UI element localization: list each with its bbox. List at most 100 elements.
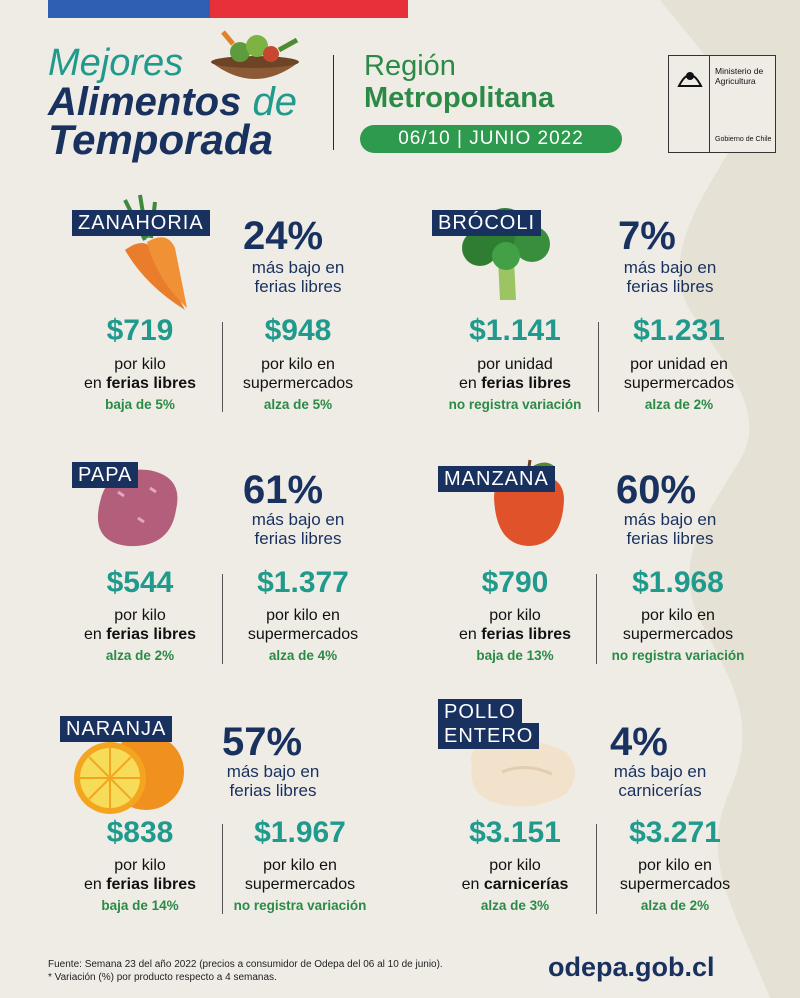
unit-feria: por kilo en ferias libres bbox=[70, 355, 210, 393]
price-super: $1.231 bbox=[633, 314, 725, 347]
region-name: Metropolitana bbox=[364, 82, 555, 114]
change-super: alza de 2% bbox=[644, 397, 714, 412]
unit-line2: en ferias libres bbox=[440, 374, 590, 393]
unit-prefix: en bbox=[458, 626, 482, 643]
footer-note: * Variación (%) por producto respecto a … bbox=[48, 972, 277, 983]
unit-place: ferias libres bbox=[481, 375, 572, 392]
unit-line2: supermercados bbox=[623, 375, 735, 392]
unit-super: por kilo en supermercados bbox=[600, 606, 756, 644]
discount-desc-line1: más bajo en bbox=[613, 762, 707, 781]
unit-line2: supermercados bbox=[622, 626, 734, 643]
unit-place: ferias libres bbox=[106, 375, 197, 392]
unit-feria: por kilo en carnicerías bbox=[440, 856, 590, 894]
price-super: $948 bbox=[264, 314, 332, 347]
date-pill: 06/10 | JUNIO 2022 bbox=[360, 125, 622, 153]
discount-desc-line1: más bajo en bbox=[251, 510, 345, 529]
change-super: alza de 5% bbox=[263, 397, 333, 412]
unit-line2: en carnicerías bbox=[440, 875, 590, 894]
background-shape bbox=[660, 0, 800, 998]
product-label-pollo-line1: POLLO bbox=[438, 699, 522, 725]
change-feria: baja de 14% bbox=[101, 898, 179, 913]
title-alimentos: Alimentos bbox=[48, 80, 242, 124]
change-super: no registra variación bbox=[233, 898, 367, 913]
title-line1: Mejores bbox=[48, 42, 184, 84]
discount-desc: más bajo en ferias libres bbox=[610, 258, 730, 296]
unit-line2: en ferias libres bbox=[70, 374, 210, 393]
website-link[interactable]: odepa.gob.cl bbox=[548, 952, 715, 982]
unit-line2: en ferias libres bbox=[440, 625, 590, 644]
unit-place: ferias libres bbox=[106, 626, 197, 643]
column-divider bbox=[596, 574, 597, 664]
discount-desc-line2: ferias libres bbox=[254, 529, 342, 548]
product-label-naranja: NARANJA bbox=[60, 716, 173, 742]
unit-prefix: en bbox=[83, 876, 107, 893]
unit-prefix: en bbox=[458, 375, 482, 392]
coat-of-arms-icon bbox=[677, 72, 703, 87]
potato-icon bbox=[97, 469, 178, 547]
discount-desc-line1: más bajo en bbox=[623, 510, 717, 529]
product-label-zanahoria: ZANAHORIA bbox=[72, 210, 210, 236]
unit-line1: por kilo en bbox=[263, 857, 337, 874]
column-divider bbox=[222, 322, 223, 412]
change-feria: no registra variación bbox=[448, 397, 582, 412]
price-super: $1.377 bbox=[257, 566, 349, 599]
unit-line1: por kilo bbox=[489, 857, 541, 874]
unit-feria: por kilo en ferias libres bbox=[440, 606, 590, 644]
footer-notes: Fuente: Semana 23 del año 2022 (precios … bbox=[48, 958, 443, 984]
change-feria: baja de 5% bbox=[105, 397, 175, 412]
change-super: alza de 2% bbox=[640, 898, 710, 913]
unit-line1: por kilo bbox=[489, 607, 541, 624]
change-feria: baja de 13% bbox=[476, 648, 554, 663]
unit-place: carnicerías bbox=[483, 876, 569, 893]
unit-place: ferias libres bbox=[481, 626, 572, 643]
gov-name: Gobierno de Chile bbox=[715, 136, 772, 143]
column-divider bbox=[596, 824, 597, 914]
flag-stripe-blue bbox=[48, 0, 210, 18]
unit-line1: por unidad en bbox=[630, 356, 728, 373]
change-feria: alza de 2% bbox=[105, 648, 175, 663]
price-feria: $544 bbox=[106, 566, 174, 599]
change-super: no registra variación bbox=[611, 648, 745, 663]
discount-percent: 4% bbox=[610, 720, 668, 764]
title-line3: Temporada bbox=[48, 116, 273, 163]
column-divider bbox=[222, 574, 223, 664]
unit-line2: supermercados bbox=[619, 876, 731, 893]
product-label-brocoli: BRÓCOLI bbox=[432, 210, 542, 236]
unit-super: por kilo en supermercados bbox=[222, 856, 378, 894]
discount-percent: 24% bbox=[243, 214, 324, 258]
price-super: $1.968 bbox=[632, 566, 724, 599]
discount-desc-line1: más bajo en bbox=[251, 258, 345, 277]
price-super: $3.271 bbox=[629, 816, 721, 849]
discount-desc: más bajo en ferias libres bbox=[213, 762, 333, 800]
unit-line1: por unidad bbox=[477, 356, 553, 373]
unit-line1: por kilo en bbox=[641, 607, 715, 624]
unit-line1: por kilo bbox=[114, 607, 166, 624]
unit-feria: por kilo en ferias libres bbox=[70, 606, 210, 644]
unit-line2: supermercados bbox=[247, 626, 359, 643]
unit-line2: en ferias libres bbox=[70, 875, 210, 894]
product-label-pollo-line2: ENTERO bbox=[438, 723, 540, 749]
discount-desc-line1: más bajo en bbox=[623, 258, 717, 277]
unit-line1: por kilo en bbox=[261, 356, 335, 373]
unit-place: ferias libres bbox=[106, 876, 197, 893]
unit-super: por kilo en supermercados bbox=[228, 606, 378, 644]
product-label-papa: PAPA bbox=[72, 462, 139, 488]
discount-desc: más bajo en ferias libres bbox=[610, 510, 730, 548]
discount-percent: 7% bbox=[618, 214, 676, 258]
unit-line2: supermercados bbox=[242, 375, 354, 392]
price-super: $1.967 bbox=[254, 816, 346, 849]
discount-desc-line2: ferias libres bbox=[254, 277, 342, 296]
unit-prefix: en bbox=[83, 375, 107, 392]
vegetable-bowl-icon bbox=[211, 30, 299, 79]
change-feria: alza de 3% bbox=[480, 898, 550, 913]
price-feria: $838 bbox=[106, 816, 174, 849]
ministry-logo: Ministerio de Agricultura Gobierno de Ch… bbox=[668, 55, 776, 153]
product-label-manzana: MANZANA bbox=[438, 466, 555, 492]
chicken-icon bbox=[471, 741, 575, 807]
orange-icon bbox=[74, 734, 184, 814]
discount-desc: más bajo en carnicerías bbox=[600, 762, 720, 800]
unit-line2: en ferias libres bbox=[70, 625, 210, 644]
column-divider bbox=[598, 322, 599, 412]
price-feria: $1.141 bbox=[469, 314, 561, 347]
discount-desc-line2: ferias libres bbox=[229, 781, 317, 800]
